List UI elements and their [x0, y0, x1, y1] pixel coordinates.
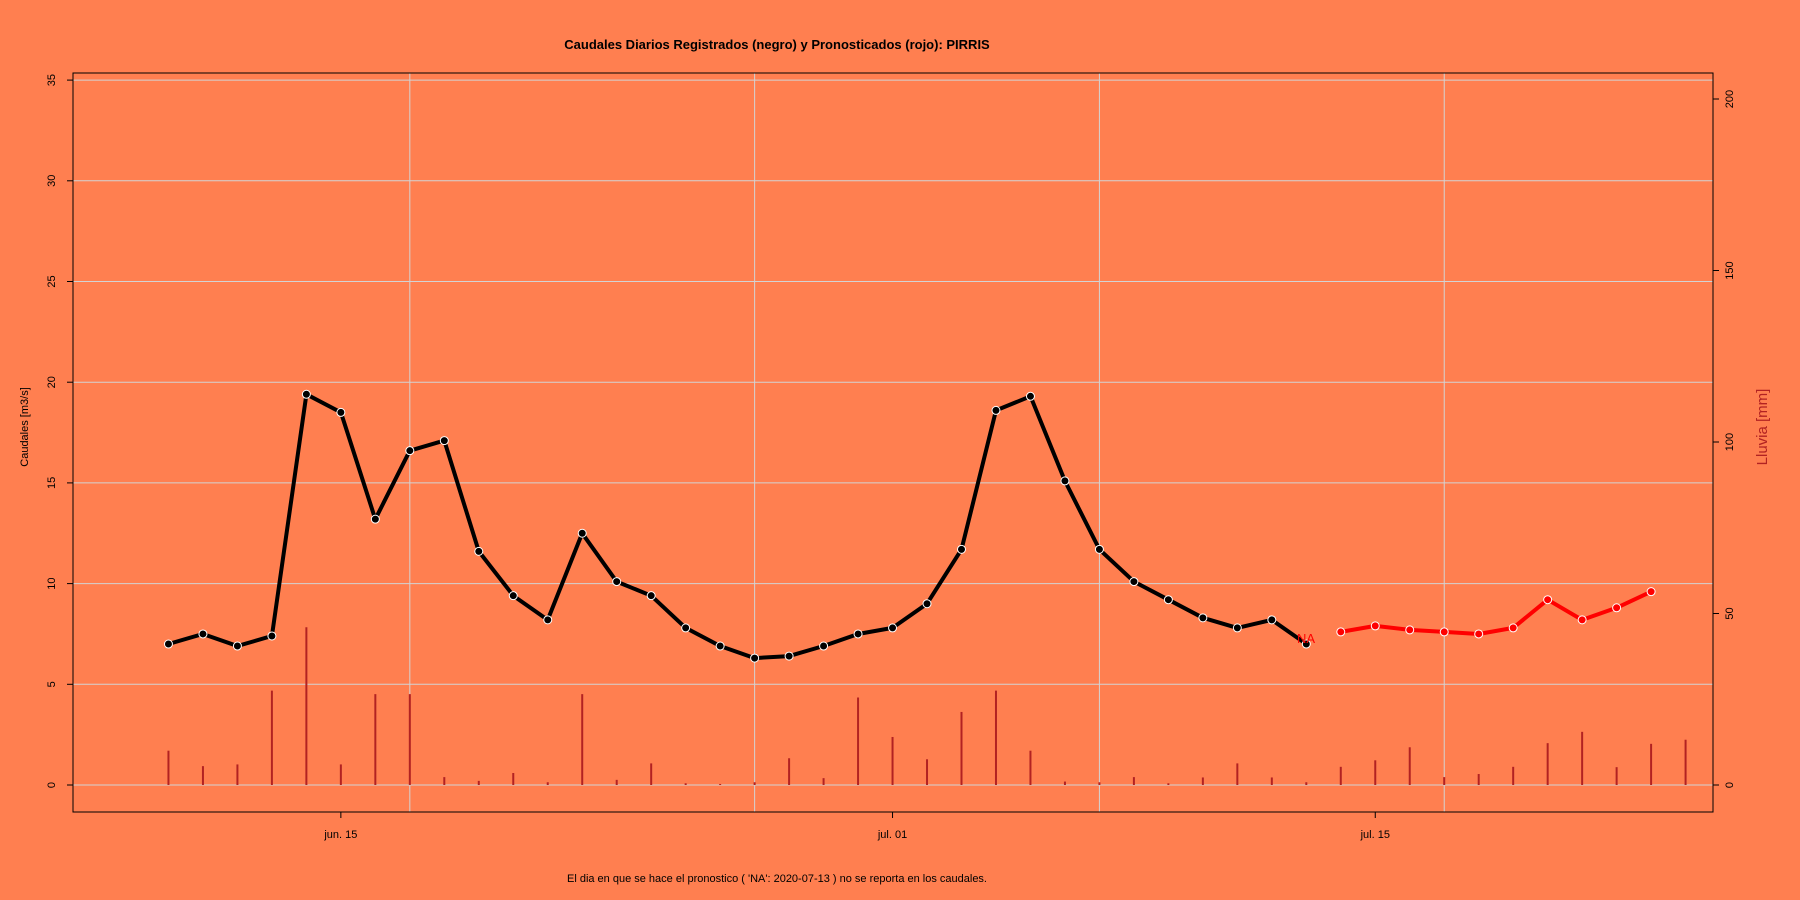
- observed-point: [543, 615, 553, 625]
- y-tick-label: 30: [46, 175, 58, 187]
- y-tick-label: 25: [46, 275, 58, 287]
- observed-point: [508, 591, 518, 601]
- observed-point: [819, 641, 829, 651]
- observed-point: [1025, 391, 1035, 401]
- y-tick-label: 10: [46, 577, 58, 589]
- forecast-point: [1577, 615, 1587, 625]
- observed-point: [1163, 595, 1173, 605]
- observed-point: [612, 577, 622, 587]
- footnote: El dia en que se hace el pronostico ( 'N…: [567, 873, 987, 885]
- observed-point: [646, 591, 656, 601]
- observed-point: [577, 528, 587, 538]
- observed-line: [167, 392, 1308, 661]
- observed-point: [1060, 476, 1070, 486]
- x-tick-label: jul. 15: [1360, 829, 1390, 841]
- observed-point: [715, 641, 725, 651]
- y2-tick-label: 50: [1724, 607, 1736, 619]
- forecast-point: [1439, 627, 1449, 637]
- series-lines: [163, 389, 1656, 663]
- observed-point: [1267, 615, 1277, 625]
- y2-tick-label: 100: [1724, 433, 1736, 451]
- observed-point: [1198, 613, 1208, 623]
- na-label: NA: [1297, 631, 1315, 646]
- observed-point: [991, 405, 1001, 415]
- x-tick-label: jul. 01: [877, 829, 907, 841]
- forecast-point: [1370, 621, 1380, 631]
- chart-title: Caudales Diarios Registrados (negro) y P…: [564, 37, 990, 52]
- forecast-point: [1543, 595, 1553, 605]
- observed-point: [922, 599, 932, 609]
- observed-point: [439, 436, 449, 446]
- y-axis-label: Caudales [m3/s]: [19, 387, 31, 466]
- observed-point: [1129, 577, 1139, 587]
- observed-point: [474, 546, 484, 556]
- observed-point: [405, 446, 415, 456]
- observed-point: [681, 623, 691, 633]
- grid: [73, 73, 1713, 812]
- y2-tick-label: 200: [1724, 90, 1736, 108]
- observed-point: [267, 631, 277, 641]
- observed-point: [1232, 623, 1242, 633]
- observed-point: [750, 653, 760, 663]
- forecast-point: [1508, 623, 1518, 633]
- axes: 0 5 10 15 20 25 30 35 0 50 100 150 200 jun. 15 jul. 01…: [46, 72, 1736, 841]
- observed-point: [301, 389, 311, 399]
- forecast-point: [1646, 587, 1656, 597]
- y-tick-label: 15: [46, 477, 58, 489]
- forecast-point: [1474, 629, 1484, 639]
- observed-point: [1301, 639, 1311, 649]
- observed-point: [784, 651, 794, 661]
- observed-point: [957, 544, 966, 554]
- y-tick-label: 5: [46, 681, 58, 687]
- observed-point: [232, 641, 242, 651]
- y-tick-label: 35: [46, 74, 58, 86]
- observed-point: [198, 629, 208, 639]
- observed-point: [336, 407, 346, 417]
- forecast-line: [1340, 589, 1652, 636]
- y-tick-label: 0: [46, 782, 58, 788]
- y-tick-label: 20: [46, 376, 58, 388]
- forecast-point: [1336, 627, 1346, 637]
- observed-point: [853, 629, 863, 639]
- y2-tick-label: 0: [1724, 782, 1736, 788]
- y2-tick-label: 150: [1724, 261, 1736, 279]
- observed-point: [370, 514, 380, 524]
- observed-point: [1094, 544, 1104, 554]
- plot-frame: [72, 72, 1714, 813]
- rain-bars: [167, 627, 1687, 785]
- y2-axis-label: Lluvia [mm]: [1754, 389, 1771, 466]
- forecast-point: [1405, 625, 1415, 635]
- observed-point: [163, 639, 173, 649]
- observed-point: [888, 623, 898, 633]
- forecast-point: [1612, 603, 1622, 613]
- x-tick-label: jun. 15: [323, 829, 357, 841]
